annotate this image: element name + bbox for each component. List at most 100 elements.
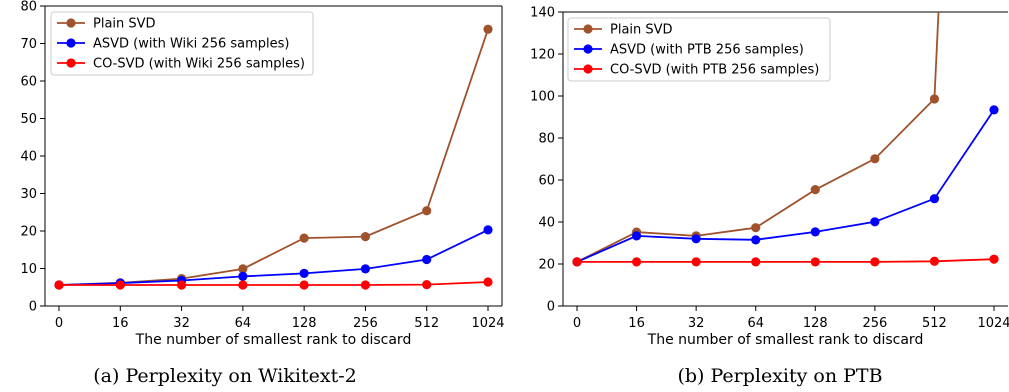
data-point: [929, 194, 940, 204]
data-point: [360, 232, 371, 242]
y-tick-label: 120: [530, 48, 555, 63]
y-tick-label: 80: [20, 0, 37, 15]
legend-marker: [583, 24, 593, 34]
y-tick-label: 40: [20, 150, 37, 165]
legend-box: [567, 17, 831, 82]
legend-entry: Plain SVD: [610, 23, 673, 38]
x-axis-label: The number of smallest rank to discard: [647, 332, 924, 348]
x-tick-label: 256: [862, 316, 887, 331]
y-tick-label: 20: [20, 225, 37, 240]
data-point: [929, 94, 940, 104]
y-tick-label: 60: [538, 174, 555, 189]
data-point: [238, 264, 248, 274]
x-tick-label: 32: [173, 316, 190, 331]
data-point: [810, 227, 820, 237]
series-2: [572, 254, 999, 267]
legend-entry: CO-SVD (with PTB 256 samples): [610, 63, 819, 78]
x-tick-label: 128: [292, 316, 317, 331]
panel-caption: (a) Perplexity on Wikitext-2: [93, 365, 356, 387]
data-point: [483, 24, 493, 34]
y-tick-label: 20: [538, 258, 555, 273]
series-line: [58, 229, 489, 286]
x-tick-label: 1024: [471, 316, 504, 331]
legend: Plain SVD ASVD (with PTB 256 samples) CO-S…: [567, 17, 831, 82]
series-2: [54, 277, 493, 290]
x-tick-label: 64: [235, 316, 252, 331]
y-tick-label: 80: [538, 132, 555, 147]
series-line: [59, 281, 489, 286]
x-tick-label: 1024: [977, 316, 1009, 331]
chart-panel-1: 0 20 40 60 80 100 120 140 0 16 32 64 128 256 512 1024 Th…: [530, 6, 1009, 388]
legend: Plain SVD ASVD (with Wiki 256 samples) CO-…: [50, 11, 314, 76]
legend-marker: [583, 44, 593, 54]
data-point: [870, 217, 880, 227]
data-point: [299, 233, 309, 243]
x-tick-label: 64: [747, 316, 764, 331]
data-point: [751, 235, 761, 245]
series-line: [577, 258, 995, 263]
x-tick-label: 16: [112, 316, 129, 331]
y-tick-label: 60: [20, 75, 37, 90]
panel-caption: (b) Perplexity on PTB: [677, 365, 882, 387]
data-point: [870, 257, 880, 267]
data-point: [483, 277, 493, 287]
legend-entry: CO-SVD (with Wiki 256 samples): [93, 57, 305, 72]
y-tick-label: 70: [20, 37, 37, 52]
chart-panel-0: 0 10 20 30 40 50 60 70 80 0 16 32 64 128 256 512 1024 The…: [20, 0, 504, 387]
data-point: [54, 280, 64, 290]
data-point: [238, 280, 248, 290]
data-point: [483, 225, 493, 235]
data-point: [631, 231, 642, 241]
data-point: [115, 280, 125, 290]
data-point: [422, 254, 432, 265]
series-1: [54, 225, 493, 290]
data-point: [422, 280, 432, 290]
series-line: [576, 109, 995, 263]
legend-entry: ASVD (with PTB 256 samples): [610, 43, 804, 58]
x-tick-label: 256: [353, 316, 378, 331]
data-point: [751, 257, 761, 267]
x-tick-label: 16: [628, 316, 645, 331]
y-tick-label: 10: [20, 262, 37, 277]
data-point: [299, 280, 309, 290]
x-tick-label: 512: [414, 316, 439, 331]
data-point: [691, 257, 701, 267]
y-tick-label: 100: [530, 90, 555, 105]
data-point: [572, 257, 582, 267]
data-point: [631, 257, 642, 267]
data-point: [360, 264, 371, 274]
legend-entry: ASVD (with Wiki 256 samples): [93, 37, 289, 52]
y-tick-label: 0: [547, 300, 555, 315]
data-point: [751, 223, 761, 233]
data-point: [360, 280, 371, 290]
data-point: [238, 271, 248, 281]
x-tick-label: 0: [573, 316, 581, 331]
x-axis-label: The number of smallest rank to discard: [135, 332, 412, 348]
data-point: [810, 185, 820, 195]
data-point: [176, 280, 187, 290]
y-tick-label: 50: [20, 112, 37, 127]
x-tick-label: 0: [55, 316, 63, 331]
x-tick-label: 512: [922, 316, 947, 331]
y-tick-label: 140: [530, 6, 555, 21]
legend-marker: [66, 18, 76, 28]
series-1: [572, 105, 999, 267]
legend-entry: Plain SVD: [93, 17, 156, 32]
x-tick-label: 128: [803, 316, 828, 331]
y-tick-label: 40: [538, 216, 555, 231]
data-point: [422, 206, 432, 216]
legend-marker: [66, 58, 76, 68]
data-point: [691, 234, 701, 244]
series-line: [576, 12, 940, 263]
y-tick-label: 0: [29, 300, 37, 315]
data-point: [810, 257, 820, 267]
data-point: [299, 268, 309, 278]
legend-marker: [66, 38, 76, 48]
legend-box: [50, 11, 314, 76]
x-tick-label: 32: [688, 316, 705, 331]
data-point: [989, 105, 999, 115]
legend-marker: [583, 64, 593, 74]
data-point: [929, 256, 940, 266]
data-point: [989, 254, 999, 264]
